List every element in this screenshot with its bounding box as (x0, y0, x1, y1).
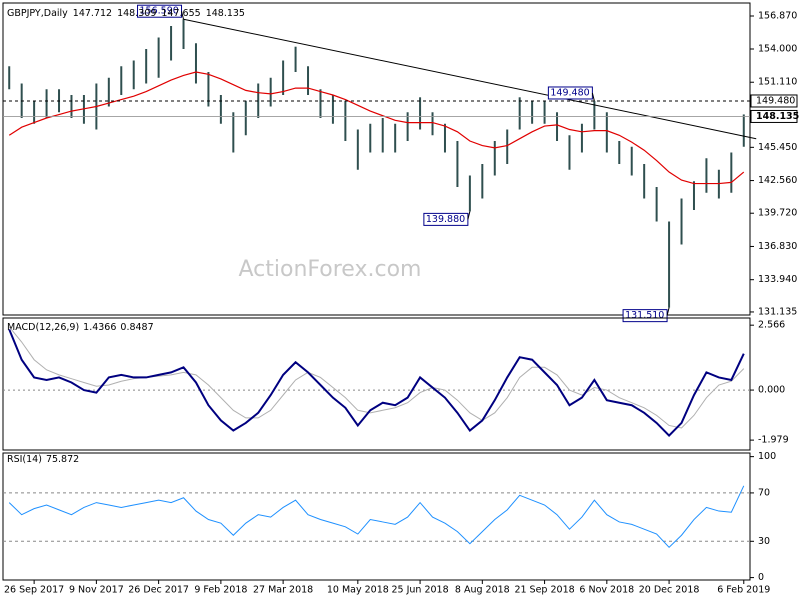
annotation-label: 139.880 (426, 214, 465, 225)
current-price-label: 148.135 (756, 111, 799, 122)
chart-title: MACD(12,26,9) 1.4366 0.8487 (7, 322, 154, 333)
quote-value: 147.655 (161, 8, 200, 19)
title-text: GBPJPY,Daily (7, 8, 68, 19)
title-value: 1.4366 (83, 322, 116, 333)
chart-title: RSI(14) 75.872 (7, 454, 79, 465)
watermark: ActionForex.com (239, 257, 422, 282)
annotation-leader (467, 211, 471, 220)
panel-frame (2, 2, 751, 316)
x-tick-label: 10 May 2018 (327, 585, 389, 596)
y-tick-label: 131.135 (758, 306, 797, 317)
quote-value: 147.712 (73, 8, 112, 19)
trendline (183, 18, 757, 140)
x-tick-label: 26 Dec 2017 (128, 585, 189, 596)
x-tick-label: 6 Nov 2018 (579, 585, 634, 596)
annotation-leader (666, 307, 670, 316)
x-tick-label: 20 Dec 2018 (639, 585, 700, 596)
x-tick-label: 6 Feb 2019 (717, 585, 770, 596)
quote-value: 148.309 (117, 8, 156, 19)
quote-value: 148.135 (206, 8, 245, 19)
level-label: 149.480 (756, 95, 795, 106)
title-text: MACD(12,26,9) (7, 322, 79, 333)
x-tick-label: 9 Nov 2017 (69, 585, 124, 596)
x-tick-label: 25 Jun 2018 (391, 585, 448, 596)
x-tick-label: 9 Feb 2018 (194, 585, 247, 596)
annotation-label: 149.480 (550, 87, 589, 98)
signal-line (8, 326, 745, 429)
panel-frame (2, 452, 751, 581)
y-tick-label: 0 (758, 572, 764, 583)
moving-average (8, 71, 745, 185)
annotation-leader (181, 11, 185, 20)
y-tick-label: 2.566 (758, 320, 785, 331)
title-text: RSI(14) (7, 454, 42, 465)
title-value: 75.872 (46, 454, 79, 465)
y-tick-label: 139.720 (758, 208, 797, 219)
title-value: 0.8487 (120, 322, 153, 333)
rsi-line (8, 485, 745, 549)
x-tick-label: 21 Sep 2018 (514, 585, 574, 596)
macd-line (8, 328, 745, 438)
chart-title: GBPJPY,Daily 147.712 148.309 147.655 148.135 (7, 8, 245, 19)
y-tick-label: 133.940 (758, 274, 797, 285)
x-tick-label: 8 Aug 2018 (455, 585, 510, 596)
y-tick-label: 151.110 (758, 77, 797, 88)
y-tick-label: 156.870 (758, 10, 797, 21)
y-tick-label: 145.450 (758, 142, 797, 153)
y-tick-label: -1.979 (758, 435, 789, 446)
annotation-leader (591, 92, 595, 102)
annotation-label: 131.510 (625, 310, 664, 321)
y-tick-label: 100 (758, 451, 776, 462)
y-tick-label: 70 (758, 487, 770, 498)
panel-frame (2, 317, 751, 451)
x-tick-label: 26 Sep 2017 (4, 585, 64, 596)
y-tick-label: 0.000 (758, 385, 785, 396)
y-tick-label: 154.000 (758, 44, 797, 55)
level-box (750, 94, 798, 108)
y-tick-label: 136.830 (758, 241, 797, 252)
y-tick-label: 30 (758, 536, 770, 547)
annotation-label: 156.590 (140, 6, 179, 17)
y-tick-label: 142.560 (758, 175, 797, 186)
current-price-box (750, 109, 798, 123)
x-tick-label: 27 Mar 2018 (253, 585, 313, 596)
